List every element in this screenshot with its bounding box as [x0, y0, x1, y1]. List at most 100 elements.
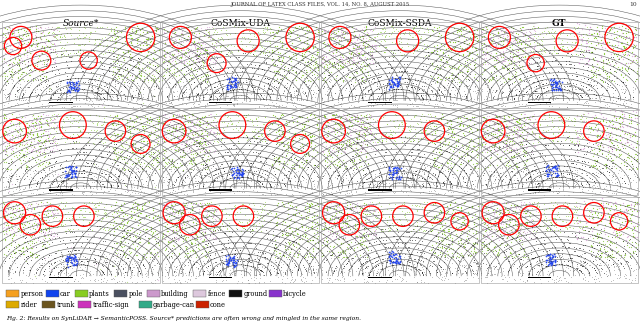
Point: [163, 58, 173, 63]
Point: [170, 140, 180, 145]
Point: [288, 120, 298, 125]
Point: [28, 225, 38, 230]
Point: [436, 111, 447, 117]
Point: [135, 90, 145, 95]
Point: [56, 178, 66, 183]
Point: [540, 230, 550, 235]
Point: [144, 235, 154, 240]
Point: [222, 84, 232, 89]
Point: [38, 271, 48, 276]
Point: [168, 224, 178, 229]
Point: [520, 221, 531, 226]
Point: [628, 225, 639, 230]
Point: [237, 135, 248, 140]
Point: [103, 267, 113, 272]
Point: [360, 85, 370, 90]
Point: [47, 38, 57, 43]
Point: [346, 140, 356, 145]
Point: [303, 119, 313, 124]
Point: [366, 247, 376, 253]
Point: [24, 118, 34, 123]
Point: [115, 205, 125, 211]
Point: [552, 124, 563, 129]
Point: [572, 36, 582, 41]
Point: [176, 210, 186, 215]
Point: [495, 220, 506, 225]
Point: [194, 30, 204, 35]
Point: [209, 167, 220, 173]
Point: [632, 71, 640, 76]
Point: [178, 219, 188, 225]
Point: [328, 244, 339, 249]
Point: [400, 76, 410, 81]
Point: [84, 34, 94, 40]
Point: [470, 64, 480, 69]
Point: [278, 60, 288, 65]
Point: [162, 226, 172, 231]
Point: [116, 208, 127, 213]
Point: [152, 212, 163, 217]
Point: [148, 79, 158, 84]
Point: [239, 131, 249, 136]
Point: [344, 200, 355, 205]
Point: [303, 225, 314, 230]
Point: [591, 158, 601, 163]
Point: [137, 279, 147, 284]
Point: [466, 264, 476, 269]
Point: [189, 93, 199, 98]
Point: [301, 69, 312, 74]
Point: [286, 200, 296, 205]
Point: [447, 253, 458, 258]
Point: [533, 262, 543, 267]
Point: [552, 84, 562, 89]
Point: [127, 262, 137, 267]
Point: [513, 233, 524, 239]
Point: [362, 124, 372, 129]
Point: [541, 264, 551, 269]
Point: [0, 44, 8, 49]
Point: [56, 188, 66, 194]
Point: [191, 138, 201, 143]
Point: [195, 51, 205, 56]
Point: [363, 182, 373, 187]
Point: [202, 156, 212, 161]
Point: [510, 208, 520, 213]
Point: [22, 32, 33, 37]
Point: [331, 203, 341, 208]
Point: [463, 28, 474, 33]
Point: [202, 212, 212, 217]
Point: [143, 163, 153, 169]
Point: [8, 271, 18, 276]
Point: [164, 264, 174, 269]
Point: [61, 172, 71, 177]
Point: [76, 258, 86, 263]
Point: [425, 97, 435, 102]
Point: [501, 124, 511, 129]
Point: [9, 211, 19, 216]
Point: [356, 112, 366, 117]
Point: [280, 75, 291, 81]
Point: [157, 166, 168, 171]
Point: [18, 271, 28, 276]
Point: [100, 209, 111, 214]
Point: [616, 27, 626, 32]
Point: [172, 128, 182, 133]
Point: [470, 211, 480, 216]
Point: [12, 184, 22, 189]
Point: [295, 37, 305, 43]
Point: [332, 42, 342, 47]
Point: [459, 201, 469, 206]
Point: [458, 161, 468, 166]
Point: [189, 80, 199, 85]
Point: [17, 204, 28, 210]
Point: [359, 122, 369, 127]
Point: [37, 76, 47, 81]
Point: [397, 122, 407, 127]
Point: [13, 30, 23, 35]
Point: [116, 137, 127, 143]
Point: [407, 264, 417, 269]
Point: [564, 81, 574, 86]
Point: [530, 88, 540, 94]
Point: [308, 264, 318, 269]
Point: [538, 81, 548, 86]
